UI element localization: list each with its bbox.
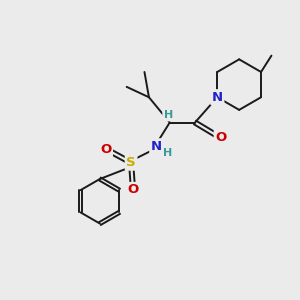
Text: N: N	[151, 140, 162, 153]
Text: H: H	[163, 148, 172, 158]
Text: O: O	[100, 143, 112, 156]
Text: O: O	[215, 131, 226, 144]
Text: S: S	[126, 156, 136, 169]
Text: N: N	[212, 91, 223, 104]
Text: O: O	[127, 184, 138, 196]
Text: H: H	[164, 110, 173, 120]
